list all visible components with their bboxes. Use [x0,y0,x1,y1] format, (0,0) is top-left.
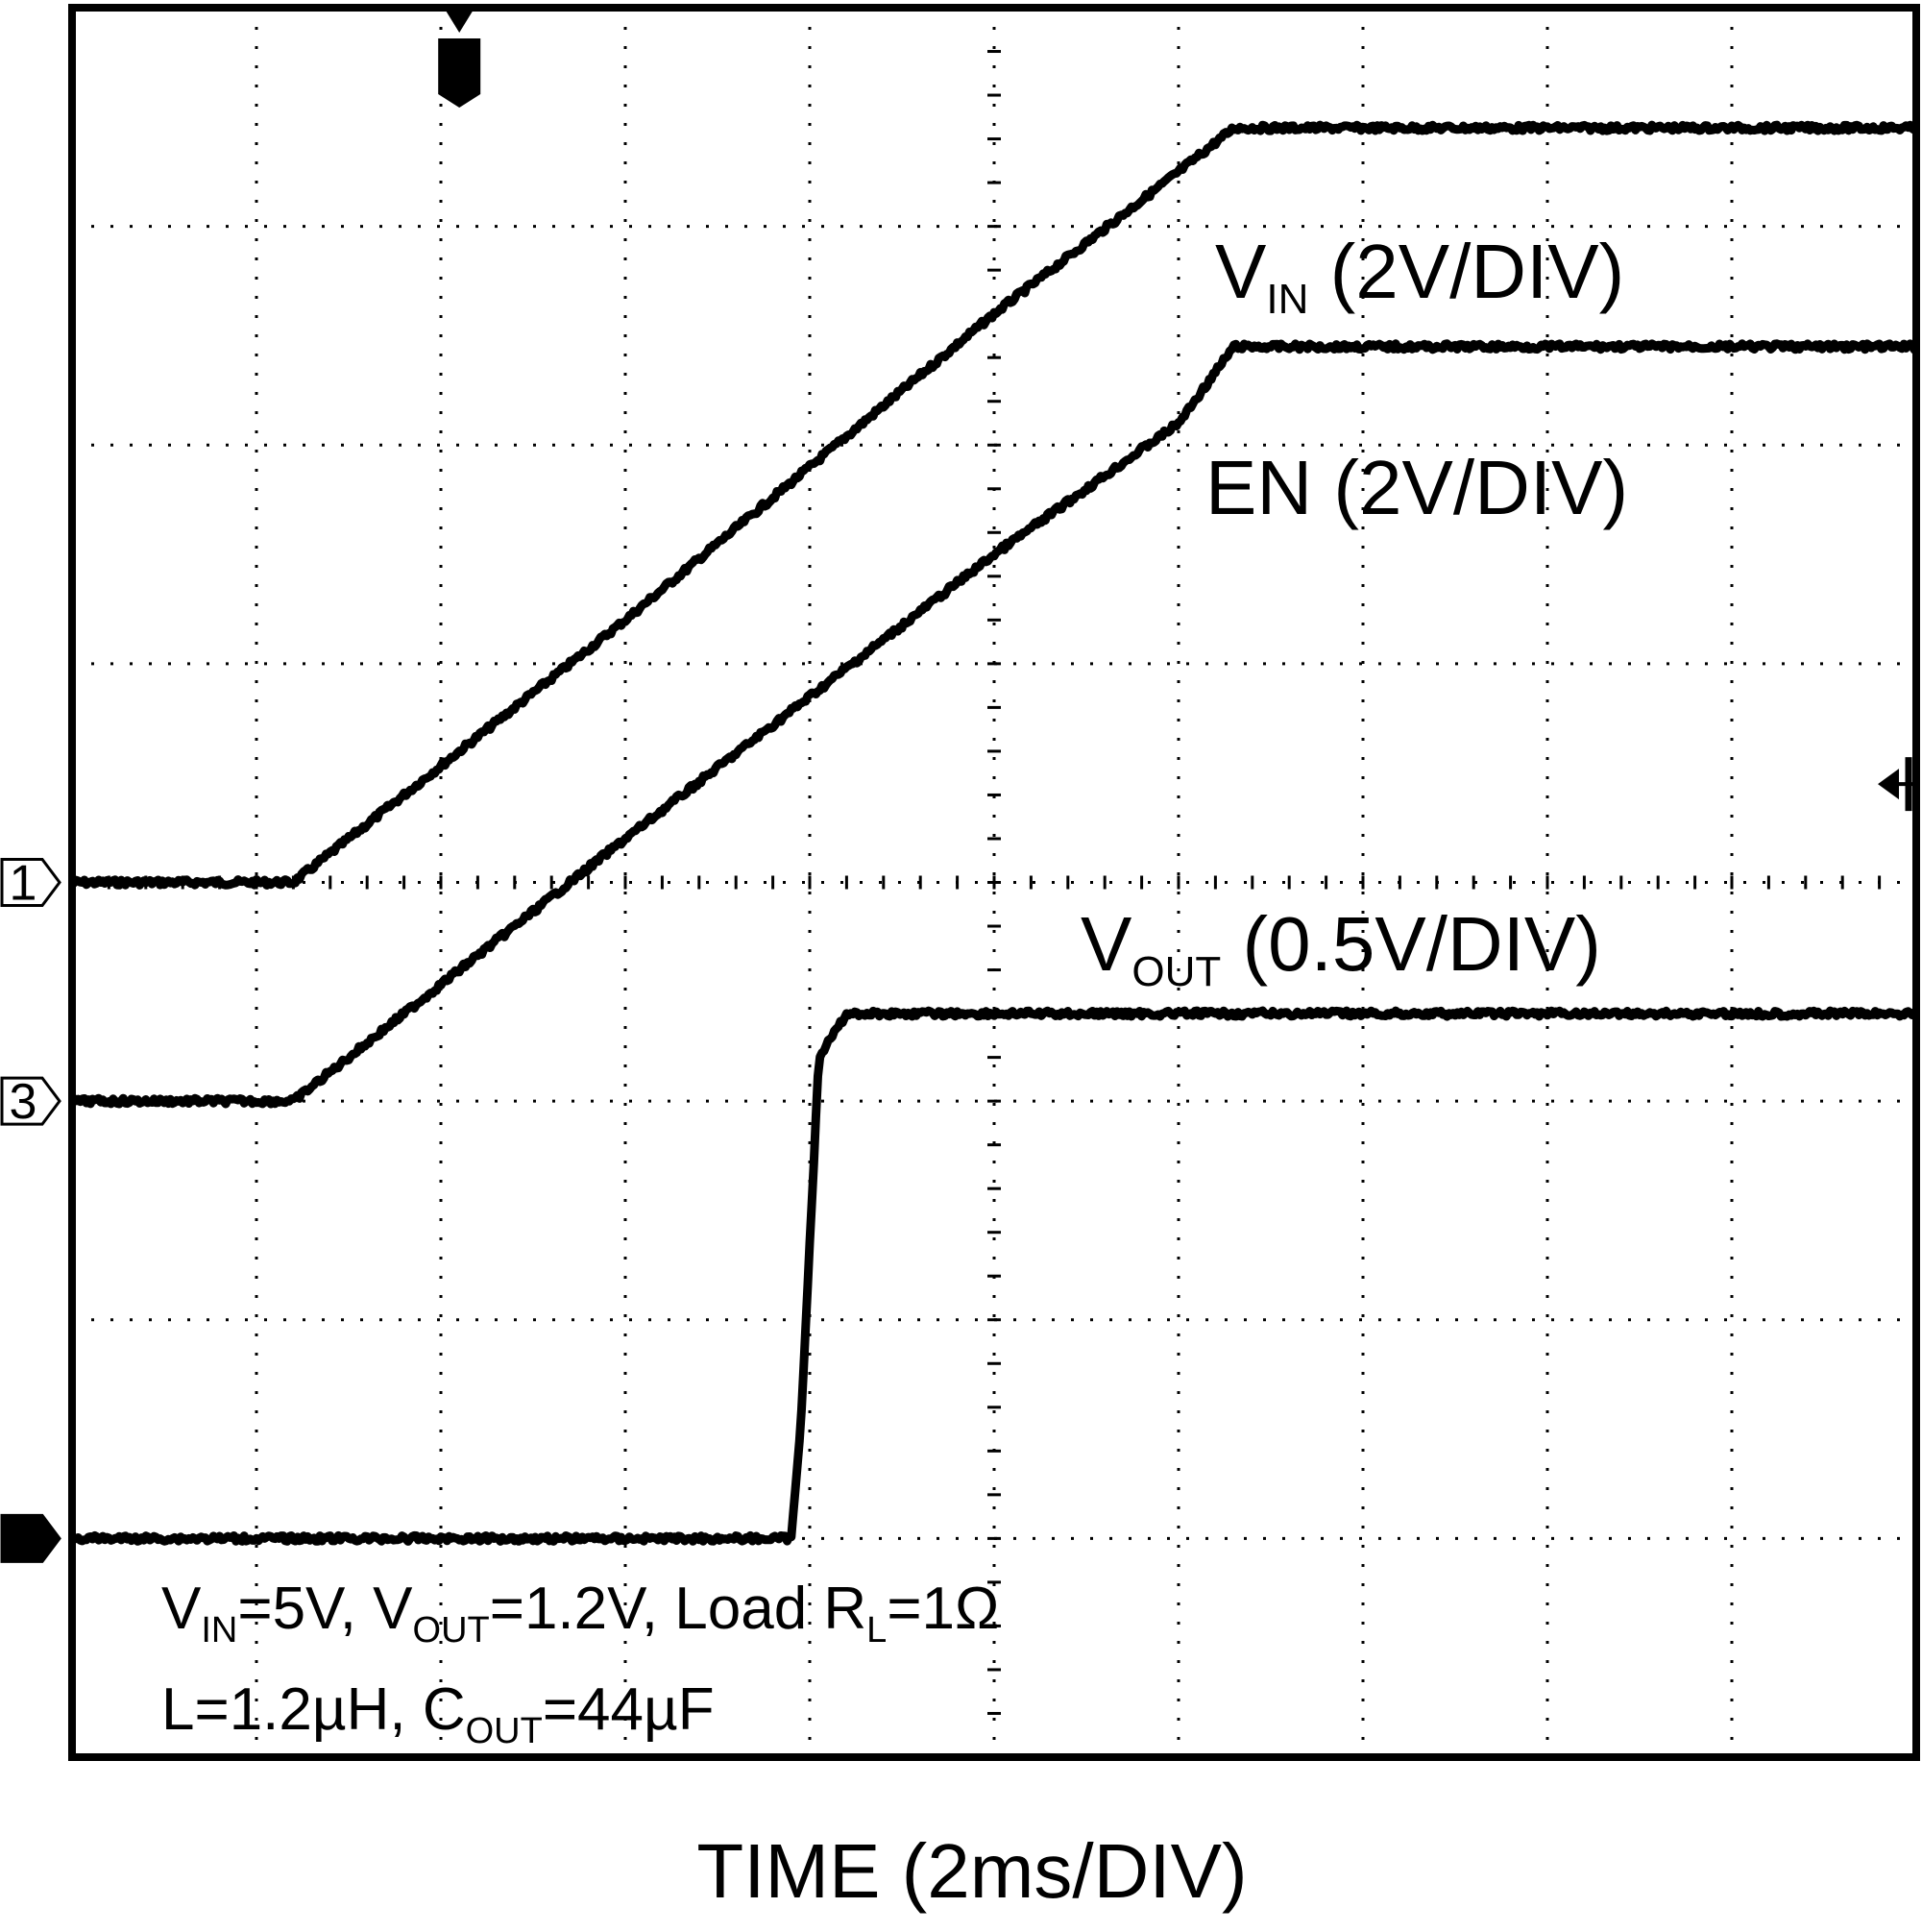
plot-frame [68,4,1920,1761]
condition-segment: =44µF [543,1676,715,1743]
grid [70,6,1918,1759]
trigger-marker: T [438,8,481,108]
channel-marker-label: 2 [10,1511,37,1567]
trace-en [67,339,1919,1109]
x-axis-label: TIME (2ms/DIV) [696,1828,1247,1914]
trace-vin [69,120,1919,890]
trace-vout [68,1006,1921,1546]
trigger-level-arrow [1878,769,1899,800]
conditions-line-2: L=1.2µH, COUT=44µF [161,1676,715,1751]
condition-segment: OUT [466,1711,543,1751]
condition-segment: L=1.2µH, C [161,1676,466,1743]
condition-segment: V [161,1576,202,1642]
condition-segment: =1.2V, Load R [490,1576,866,1642]
series-label-vout: VOUT (0.5V/DIV) [1081,901,1601,995]
conditions-line-1: VIN=5V, VOUT=1.2V, Load RL=1Ω [161,1576,999,1651]
channel-marker-shape [0,1076,61,1126]
channel-marker-3: 3 [0,1074,61,1130]
condition-segment: IN [201,1610,237,1651]
condition-segment: OUT [413,1610,490,1651]
channel-marker-shape [0,858,61,907]
markers: 1 3 2 T [0,8,1916,1567]
condition-segment: L [866,1610,887,1651]
trigger-label: T [445,48,474,102]
trigger-level-marker [1878,757,1916,812]
traces [67,120,1921,1546]
series-label-vin: VIN (2V/DIV) [1215,229,1624,323]
channel-marker-2: 2 [0,1511,61,1567]
channel-marker-shape [0,1513,61,1563]
series-label-en: EN (2V/DIV) [1205,445,1628,530]
channel-marker-1: 1 [0,856,61,912]
trigger-arrow [444,8,475,33]
condition-segment: =5V, V [237,1576,413,1642]
trigger-badge [438,38,481,108]
channel-marker-label: 3 [10,1074,37,1130]
channel-marker-label: 1 [10,856,37,912]
condition-segment: =1Ω [887,1576,999,1642]
